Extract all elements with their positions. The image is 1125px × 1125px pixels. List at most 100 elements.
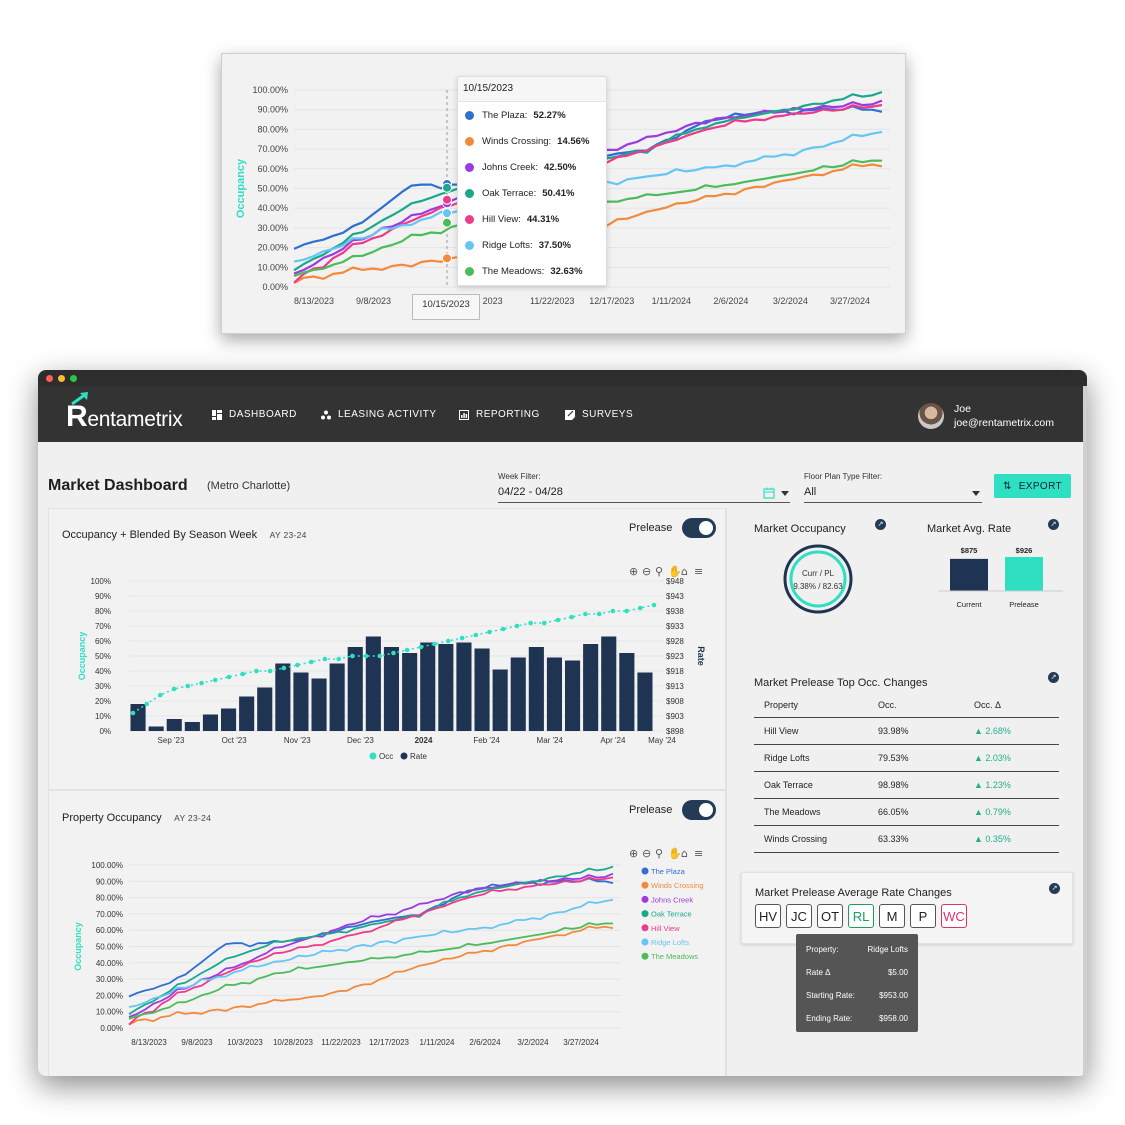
- week-filter-value: 04/22 - 04/28: [498, 486, 563, 498]
- rate-point: [651, 602, 657, 608]
- occ-bar: [492, 669, 508, 731]
- chevron-down-icon[interactable]: [972, 491, 980, 496]
- rate-point: [171, 686, 177, 692]
- rate-point: [500, 626, 506, 632]
- y-tick-label: 10.00%: [96, 1008, 123, 1017]
- occ-bar: [166, 719, 182, 731]
- close-window-icon[interactable]: [46, 375, 53, 382]
- occupancy-rate-chart: ⊕ ⊖ ⚲ ✋ ⌂ ≡ 0% 10% 20% 30% 40% 50% 60% 70% 80% 90% 100% $…: [77, 565, 706, 761]
- y-tick-label: 20.00%: [96, 991, 123, 1000]
- series-dot-icon: [465, 110, 474, 120]
- avg-rate-title: Market Prelease Average Rate Changes: [755, 887, 952, 899]
- y-tick-label: 90.00%: [257, 105, 288, 115]
- scrollbar[interactable]: [1083, 386, 1087, 1076]
- legend-dot: [641, 867, 649, 875]
- table-row[interactable]: Winds Crossing 63.33% ▲ 0.35%: [754, 825, 1059, 853]
- y-tick-label: 80.00%: [96, 894, 123, 903]
- card-title: Occupancy + Blended By Season Week: [62, 529, 258, 541]
- user-email: joe@rentametrix.com: [954, 417, 1054, 429]
- y2-tick-label: $938: [666, 607, 684, 616]
- property-button-m[interactable]: M: [879, 904, 905, 928]
- tip-property: Ridge Lofts: [867, 945, 908, 954]
- cell-occ: 79.53%: [877, 744, 973, 772]
- tip-rate-delta: $5.00: [887, 968, 908, 977]
- property-button-wc[interactable]: WC: [941, 904, 967, 928]
- zoom-out-icon: ⊖: [642, 565, 651, 578]
- property-button-ot[interactable]: OT: [817, 904, 843, 928]
- nav-dashboard-label: DASHBOARD: [229, 409, 297, 420]
- rate-point: [281, 665, 287, 671]
- calendar-icon[interactable]: [763, 487, 775, 499]
- series-dot-icon: [465, 188, 474, 198]
- rate-point: [267, 668, 273, 674]
- tooltip-row: Winds Crossing: 14.56%: [458, 128, 606, 154]
- tooltip-series-value: 42.50%: [543, 161, 577, 173]
- occ-bar: [311, 678, 327, 731]
- user-avatar[interactable]: [918, 403, 944, 429]
- prelease-toggle[interactable]: [682, 518, 716, 538]
- rate-point: [432, 641, 437, 647]
- cell-delta: ▲ 0.79%: [973, 798, 1059, 826]
- tooltip-series-value: 44.31%: [526, 213, 560, 225]
- property-button-p[interactable]: P: [910, 904, 936, 928]
- maximize-window-icon[interactable]: [70, 375, 77, 382]
- tip-start-label: Starting Rate:: [806, 991, 855, 1000]
- nav-dashboard[interactable]: DASHBOARD: [212, 409, 297, 420]
- x-tick-label: 3/27/2024: [830, 296, 870, 306]
- expand-icon[interactable]: ↗: [1048, 672, 1059, 683]
- export-button[interactable]: ⇅ EXPORT: [994, 474, 1071, 498]
- market-occupancy-title: Market Occupancy: [754, 523, 846, 535]
- nav-leasing-label: LEASING ACTIVITY: [338, 409, 437, 420]
- rate-point: [144, 701, 149, 707]
- market-rate-title: Market Avg. Rate: [927, 523, 1012, 535]
- property-button-rl[interactable]: RL: [848, 904, 874, 928]
- nav-surveys[interactable]: SURVEYS: [565, 409, 633, 420]
- x-tick-label: May '24: [648, 736, 676, 745]
- table-row[interactable]: The Meadows 66.05% ▲ 0.79%: [754, 798, 1059, 826]
- y-tick-label: 100%: [91, 577, 111, 586]
- floor-filter-select[interactable]: All: [804, 486, 982, 503]
- chevron-down-icon[interactable]: [781, 491, 789, 496]
- tip-property-label: Property:: [806, 945, 839, 954]
- occ-bar: [601, 636, 617, 731]
- rentametrix-logo[interactable]: Rentametrix: [66, 392, 183, 434]
- legend-dot: [641, 895, 649, 903]
- property-button-hv[interactable]: HV: [755, 904, 781, 928]
- rate-change-tooltip: Property: Ridge Lofts Rate Δ $5.00 Startin…: [796, 934, 918, 1032]
- table-row[interactable]: Hill View 93.98% ▲ 2.68%: [754, 717, 1059, 745]
- expand-icon[interactable]: ↗: [1048, 519, 1059, 530]
- y2-tick-label: $903: [666, 712, 684, 721]
- rate-point: [213, 677, 218, 683]
- occ-bar: [438, 644, 454, 731]
- y-tick-label: 30%: [95, 682, 111, 691]
- table-row[interactable]: Ridge Lofts 79.53% ▲ 2.03%: [754, 744, 1059, 772]
- nav-reporting[interactable]: REPORTING: [459, 409, 540, 420]
- week-filter-input[interactable]: 04/22 - 04/28: [498, 486, 790, 503]
- y-tick-label: 10.00%: [257, 262, 288, 272]
- expand-icon[interactable]: ↗: [875, 519, 886, 530]
- floor-filter-label: Floor Plan Type Filter:: [804, 472, 883, 481]
- rate-point: [240, 671, 245, 677]
- property-button-jc[interactable]: JC: [786, 904, 812, 928]
- user-info[interactable]: Joe joe@rentametrix.com: [954, 402, 1054, 430]
- occ-bar: [565, 660, 581, 731]
- tooltip-row: Hill View: 44.31%: [458, 206, 606, 232]
- y-tick-label: 60.00%: [257, 164, 288, 174]
- table-row[interactable]: Oak Terrace 98.98% ▲ 1.23%: [754, 771, 1059, 799]
- bar-value-label: $875: [961, 546, 978, 555]
- y-tick-label: 10%: [95, 712, 111, 721]
- prelease-toggle[interactable]: [682, 800, 716, 820]
- minimize-window-icon[interactable]: [58, 375, 65, 382]
- axis-tooltip: 10/15/2023: [412, 294, 480, 320]
- y-tick-label: 90.00%: [96, 877, 123, 886]
- market-occupancy-donut: Curr / PL 9.38% / 82.63: [783, 544, 853, 614]
- zoom-in-icon: ⊕: [629, 847, 638, 860]
- tooltip-row: Oak Terrace: 50.41%: [458, 180, 606, 206]
- occ-bar: [275, 663, 291, 731]
- rate-point: [308, 659, 314, 665]
- nav-leasing-activity[interactable]: LEASING ACTIVITY: [321, 409, 437, 420]
- expand-icon[interactable]: ↗: [1049, 883, 1060, 894]
- occ-bar: [474, 648, 490, 731]
- x-tick-label: Oct '23: [222, 736, 248, 745]
- legend-label: Ridge Lofts: [651, 938, 689, 947]
